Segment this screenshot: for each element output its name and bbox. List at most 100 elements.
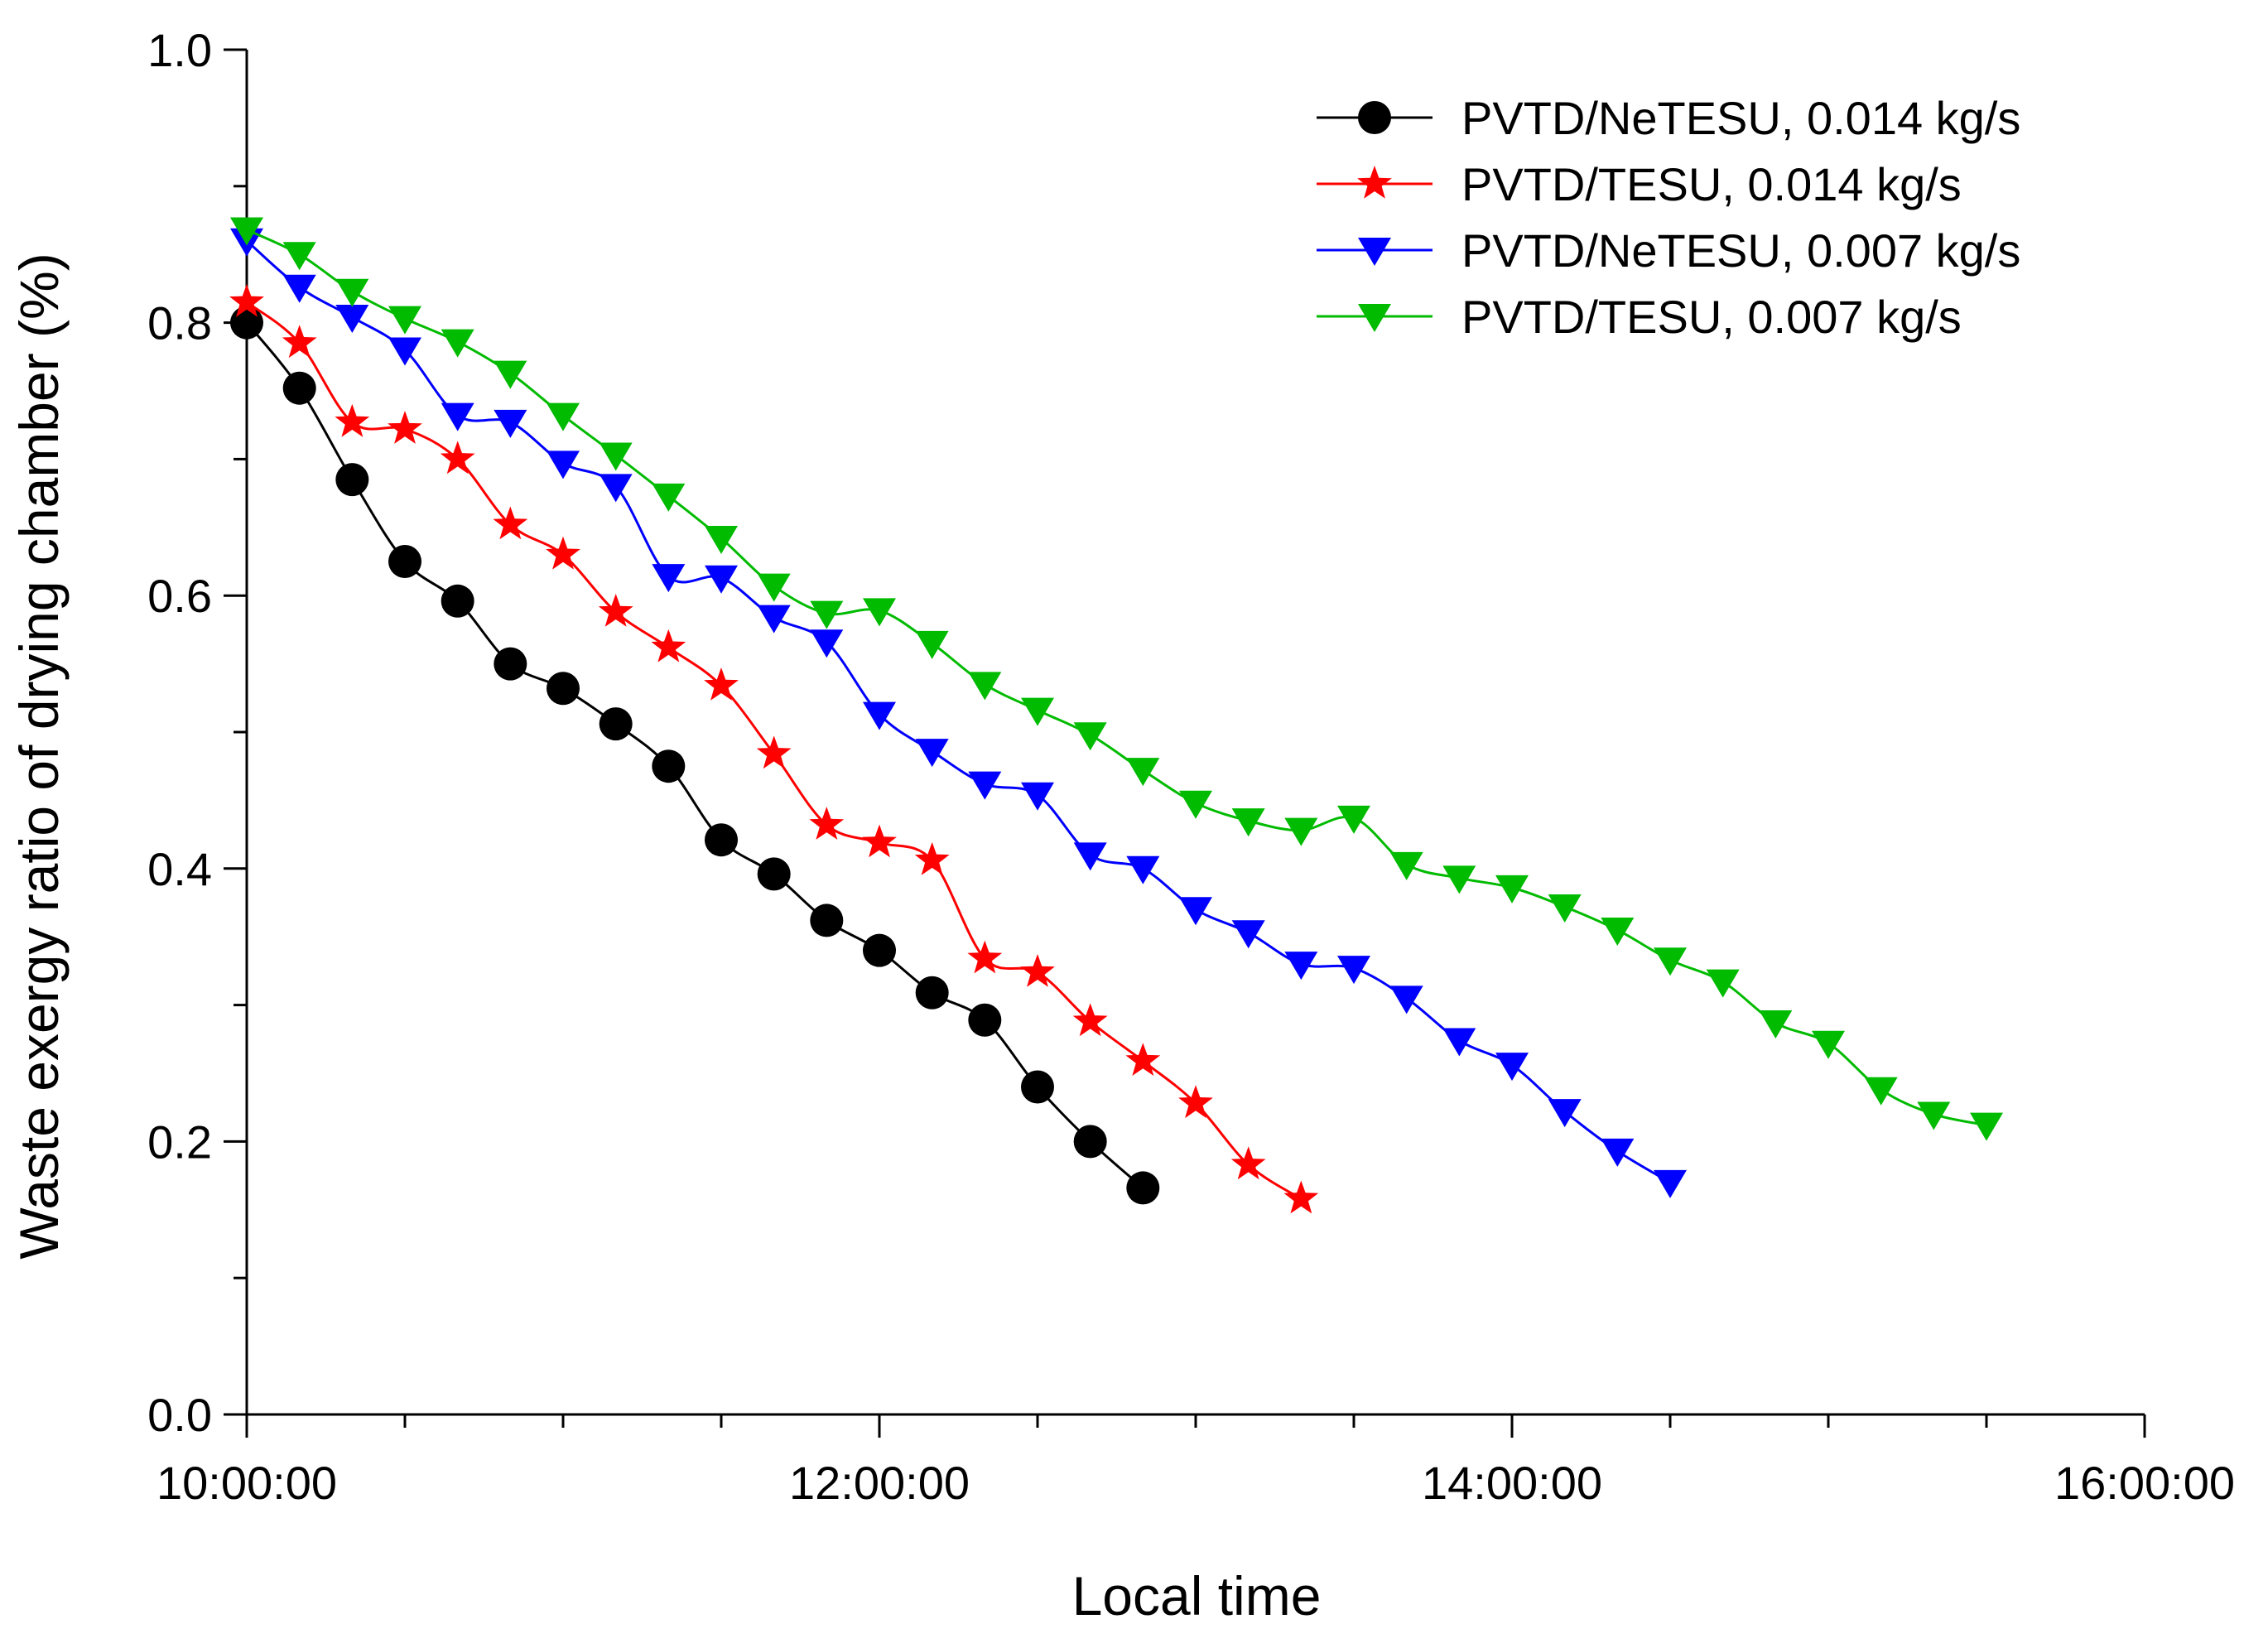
series-4 <box>230 217 2003 1141</box>
legend-label: PVTD/NeTESU, 0.014 kg/s <box>1461 92 2020 144</box>
data-point <box>335 278 369 307</box>
y-tick-label: 0.8 <box>147 297 212 349</box>
data-point <box>335 463 369 497</box>
data-point <box>1126 855 1160 884</box>
x-tick-label: 10:00:00 <box>156 1457 337 1509</box>
data-point <box>1495 1053 1529 1082</box>
data-point <box>1073 842 1107 871</box>
data-point <box>1179 897 1212 926</box>
data-point <box>1864 1077 1898 1106</box>
data-point <box>1917 1101 1951 1130</box>
legend-label: PVTD/TESU, 0.014 kg/s <box>1461 158 1962 210</box>
data-point <box>968 672 1002 701</box>
data-point <box>810 629 844 658</box>
legend-marker <box>1358 304 1391 332</box>
x-tick-label: 14:00:00 <box>1422 1457 1602 1509</box>
data-point <box>1601 917 1635 946</box>
series-3 <box>230 228 1687 1198</box>
data-point <box>1284 952 1318 981</box>
data-point <box>1021 782 1054 811</box>
legend-marker <box>1358 101 1391 134</box>
data-point <box>1126 1171 1160 1205</box>
data-point <box>493 506 528 540</box>
data-point <box>1601 1138 1635 1167</box>
x-axis-title: Local time <box>1072 1565 1322 1626</box>
data-point <box>230 217 263 246</box>
data-point <box>1337 805 1370 834</box>
data-point <box>547 402 580 431</box>
y-axis-title: Waste exergy ratio of drying chamber (%) <box>8 253 70 1259</box>
data-point <box>1179 790 1212 819</box>
data-point <box>863 933 896 967</box>
data-point <box>547 451 580 479</box>
data-point <box>1283 1180 1319 1214</box>
data-point <box>282 242 316 271</box>
legend-marker <box>1358 238 1391 266</box>
data-point <box>599 442 633 471</box>
data-point <box>1284 817 1318 846</box>
legend-entry: PVTD/NeTESU, 0.007 kg/s <box>1317 224 2020 277</box>
data-point <box>704 667 739 701</box>
data-point <box>915 739 949 768</box>
data-point <box>494 409 527 438</box>
data-point <box>440 441 475 475</box>
data-point <box>599 474 633 503</box>
data-point <box>1021 1070 1054 1104</box>
data-point <box>547 672 580 706</box>
data-point <box>809 807 845 840</box>
axes: 0.0 0.2 0.4 0.6 0.8 1.0 10:00:00 12:00:00 14:00:… <box>147 24 2235 1509</box>
data-point <box>441 329 474 358</box>
data-point <box>914 841 950 875</box>
data-point <box>757 605 791 634</box>
series-line <box>246 229 1987 1127</box>
data-point <box>598 594 633 627</box>
data-point <box>915 630 949 659</box>
data-point <box>863 701 896 730</box>
data-point <box>863 598 896 627</box>
data-point <box>1442 865 1476 894</box>
legend-marker <box>1357 166 1392 199</box>
data-point <box>1231 920 1265 949</box>
data-point <box>968 1003 1002 1037</box>
series-line <box>245 321 1144 1189</box>
data-point <box>1759 1010 1793 1039</box>
data-point <box>494 647 527 681</box>
data-point <box>810 600 844 629</box>
data-point <box>705 823 738 857</box>
data-point <box>1126 758 1160 787</box>
data-point <box>1021 697 1054 726</box>
data-point <box>652 749 686 783</box>
data-point <box>1548 1099 1582 1128</box>
legend-entry: PVTD/NeTESU, 0.014 kg/s <box>1317 92 2020 144</box>
y-tick-label: 0.2 <box>147 1116 212 1168</box>
data-point <box>1073 722 1107 751</box>
data-point <box>282 274 316 303</box>
data-point <box>1125 1043 1161 1076</box>
data-point <box>1812 1030 1845 1059</box>
data-point <box>705 565 738 594</box>
series-group <box>229 217 2003 1214</box>
data-point <box>441 584 474 618</box>
data-point <box>862 824 897 858</box>
data-point <box>915 976 949 1010</box>
data-point <box>1654 947 1687 976</box>
data-point <box>1020 954 1055 987</box>
data-point <box>282 371 316 405</box>
data-point <box>546 536 580 570</box>
data-point <box>756 735 792 769</box>
data-point <box>494 360 527 389</box>
data-point <box>1442 1028 1476 1057</box>
data-point <box>229 283 264 317</box>
data-point <box>967 940 1003 974</box>
data-point <box>335 403 370 437</box>
data-point <box>1389 985 1423 1014</box>
y-tick-label: 0.6 <box>147 570 212 622</box>
data-point <box>705 525 738 554</box>
data-point <box>652 483 686 512</box>
data-point <box>757 857 791 891</box>
data-point <box>1230 1146 1266 1180</box>
data-point <box>335 305 369 334</box>
series-2 <box>229 283 1319 1214</box>
